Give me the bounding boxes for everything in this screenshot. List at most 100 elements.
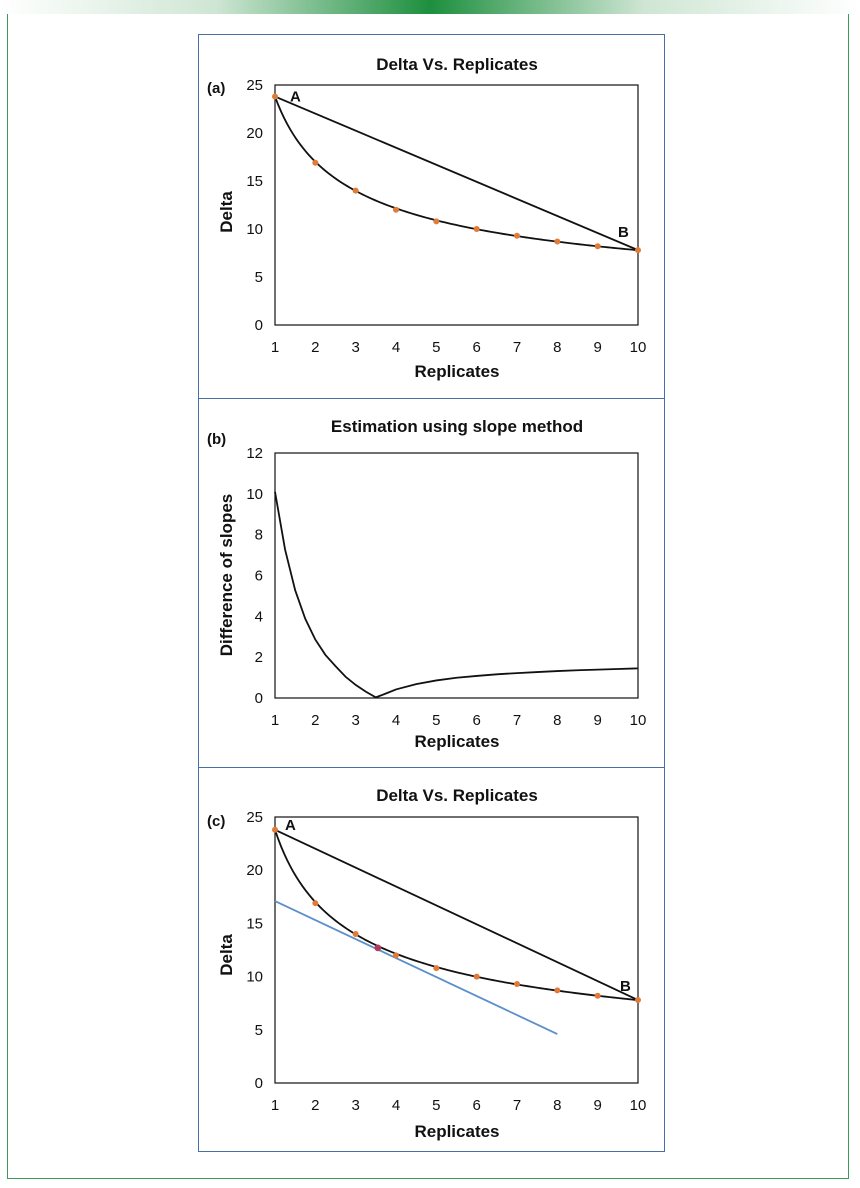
a-y-tick-label: 25: [246, 77, 263, 94]
a-y-tick-label: 10: [246, 221, 263, 238]
a-data-point: [635, 247, 641, 254]
panel-b-y-tick-labels: 0 2 4 6 8 10 12: [246, 445, 263, 707]
panel-c-tangent-point: [374, 944, 382, 952]
b-x-tick-label: 4: [392, 712, 400, 729]
panel-a-y-tick-labels: 0 5 10 15 20 25: [246, 77, 263, 334]
figure-panel-border: [198, 34, 665, 1152]
c-data-point: [393, 952, 399, 959]
panel-b-title: Estimation using slope method: [331, 417, 583, 436]
a-y-tick-label: 0: [255, 317, 263, 334]
panel-b-series-line: [274, 491, 639, 699]
panel-b-xlabel: Replicates: [414, 732, 499, 751]
b-y-tick-label: 6: [255, 568, 263, 585]
page-frame: [7, 14, 849, 1179]
b-y-tick-label: 10: [246, 486, 263, 503]
b-x-tick-label: 6: [472, 712, 480, 729]
panel-c-xlabel: Replicates: [414, 1122, 499, 1141]
a-x-tick-label: 10: [630, 339, 647, 356]
a-y-tick-label: 5: [255, 269, 263, 286]
panel-a-ylabel: Delta: [217, 191, 236, 233]
panel-a-fitted-curve: [274, 96, 639, 252]
panel-c-title: Delta Vs. Replicates: [376, 786, 538, 805]
c-x-tick-label: 4: [392, 1097, 400, 1114]
c-y-tick-label: 10: [246, 969, 263, 986]
b-x-tick-label: 1: [271, 712, 279, 729]
panel-c-tangent-line: [274, 900, 558, 1035]
panel-a-xlabel: Replicates: [414, 362, 499, 381]
panel-c-x-tick-labels: 1 2 3 4 5 6 7 8 9 10: [271, 1097, 647, 1114]
b-y-tick-label: 4: [255, 608, 263, 625]
c-data-point: [554, 987, 561, 994]
c-data-point: [514, 981, 520, 988]
c-data-point: [312, 900, 319, 907]
b-x-tick-label: 10: [630, 712, 647, 729]
c-data-point: [352, 931, 359, 938]
a-x-tick-label: 1: [271, 339, 279, 356]
a-x-tick-label: 5: [432, 339, 440, 356]
panel-b-x-tick-labels: 1 2 3 4 5 6 7 8 9 10: [271, 712, 647, 729]
panel-divider-ab: [198, 398, 665, 399]
a-data-point: [514, 232, 520, 239]
panel-c-fitted-curve: [274, 829, 639, 1002]
c-data-point: [635, 997, 641, 1004]
panel-b-letter: (b): [207, 431, 226, 448]
b-x-tick-label: 9: [593, 712, 601, 729]
panel-b: Estimation using slope method (b) Differ…: [207, 417, 646, 751]
a-data-point: [433, 218, 440, 225]
panel-a-title: Delta Vs. Replicates: [376, 55, 538, 74]
panel-c-y-tick-labels: 0 5 10 15 20 25: [246, 809, 263, 1092]
a-x-tick-label: 4: [392, 339, 400, 356]
c-y-tick-label: 5: [255, 1022, 263, 1039]
panel-b-ylabel: Difference of slopes: [217, 494, 236, 657]
c-x-tick-label: 2: [311, 1097, 319, 1114]
a-data-point: [272, 93, 278, 100]
panel-a-plot-frame: [274, 84, 639, 326]
c-y-tick-label: 0: [255, 1075, 263, 1092]
a-data-point: [473, 226, 480, 232]
c-x-tick-label: 1: [271, 1097, 279, 1114]
a-x-tick-label: 6: [472, 339, 480, 356]
panel-b-plot-frame: [274, 452, 639, 699]
b-x-tick-label: 5: [432, 712, 440, 729]
panel-c-data-points: [272, 826, 641, 1004]
panel-a-label-b: B: [618, 224, 629, 241]
b-y-tick-label: 12: [246, 445, 263, 462]
b-y-tick-label: 8: [255, 527, 263, 544]
panel-divider-bc: [198, 767, 665, 768]
panel-a-data-points: [272, 93, 641, 254]
b-x-tick-label: 3: [351, 712, 359, 729]
a-data-point: [554, 238, 561, 245]
panel-c-plot-frame: [274, 816, 639, 1084]
c-x-tick-label: 10: [630, 1097, 647, 1114]
b-x-tick-label: 2: [311, 712, 319, 729]
c-data-point: [433, 965, 440, 972]
c-x-tick-label: 7: [513, 1097, 521, 1114]
a-data-point: [393, 206, 399, 213]
a-x-tick-label: 7: [513, 339, 521, 356]
a-x-tick-label: 9: [593, 339, 601, 356]
c-x-tick-label: 3: [351, 1097, 359, 1114]
c-y-tick-label: 25: [246, 809, 263, 826]
b-x-tick-label: 7: [513, 712, 521, 729]
a-y-tick-label: 15: [246, 173, 263, 190]
panel-a: Delta Vs. Replicates (a) Delta Replicate…: [207, 55, 646, 381]
c-data-point: [594, 992, 601, 999]
header-gradient-bar: [0, 0, 860, 14]
a-x-tick-label: 2: [311, 339, 319, 356]
panel-a-chord-line: [274, 95, 639, 251]
b-x-tick-label: 8: [553, 712, 561, 729]
panel-c-label-a: A: [285, 817, 296, 834]
b-y-tick-label: 0: [255, 690, 263, 707]
c-x-tick-label: 8: [553, 1097, 561, 1114]
c-data-point: [272, 826, 278, 833]
panel-a-x-tick-labels: 1 2 3 4 5 6 7 8 9 10: [271, 339, 647, 356]
c-x-tick-label: 9: [593, 1097, 601, 1114]
b-y-tick-label: 2: [255, 649, 263, 666]
a-data-point: [312, 159, 319, 166]
panel-c-label-b: B: [620, 978, 631, 995]
c-data-point: [473, 973, 480, 980]
panel-c-chord-line: [274, 828, 639, 1001]
panel-c-ylabel: Delta: [217, 934, 236, 976]
a-x-tick-label: 3: [351, 339, 359, 356]
